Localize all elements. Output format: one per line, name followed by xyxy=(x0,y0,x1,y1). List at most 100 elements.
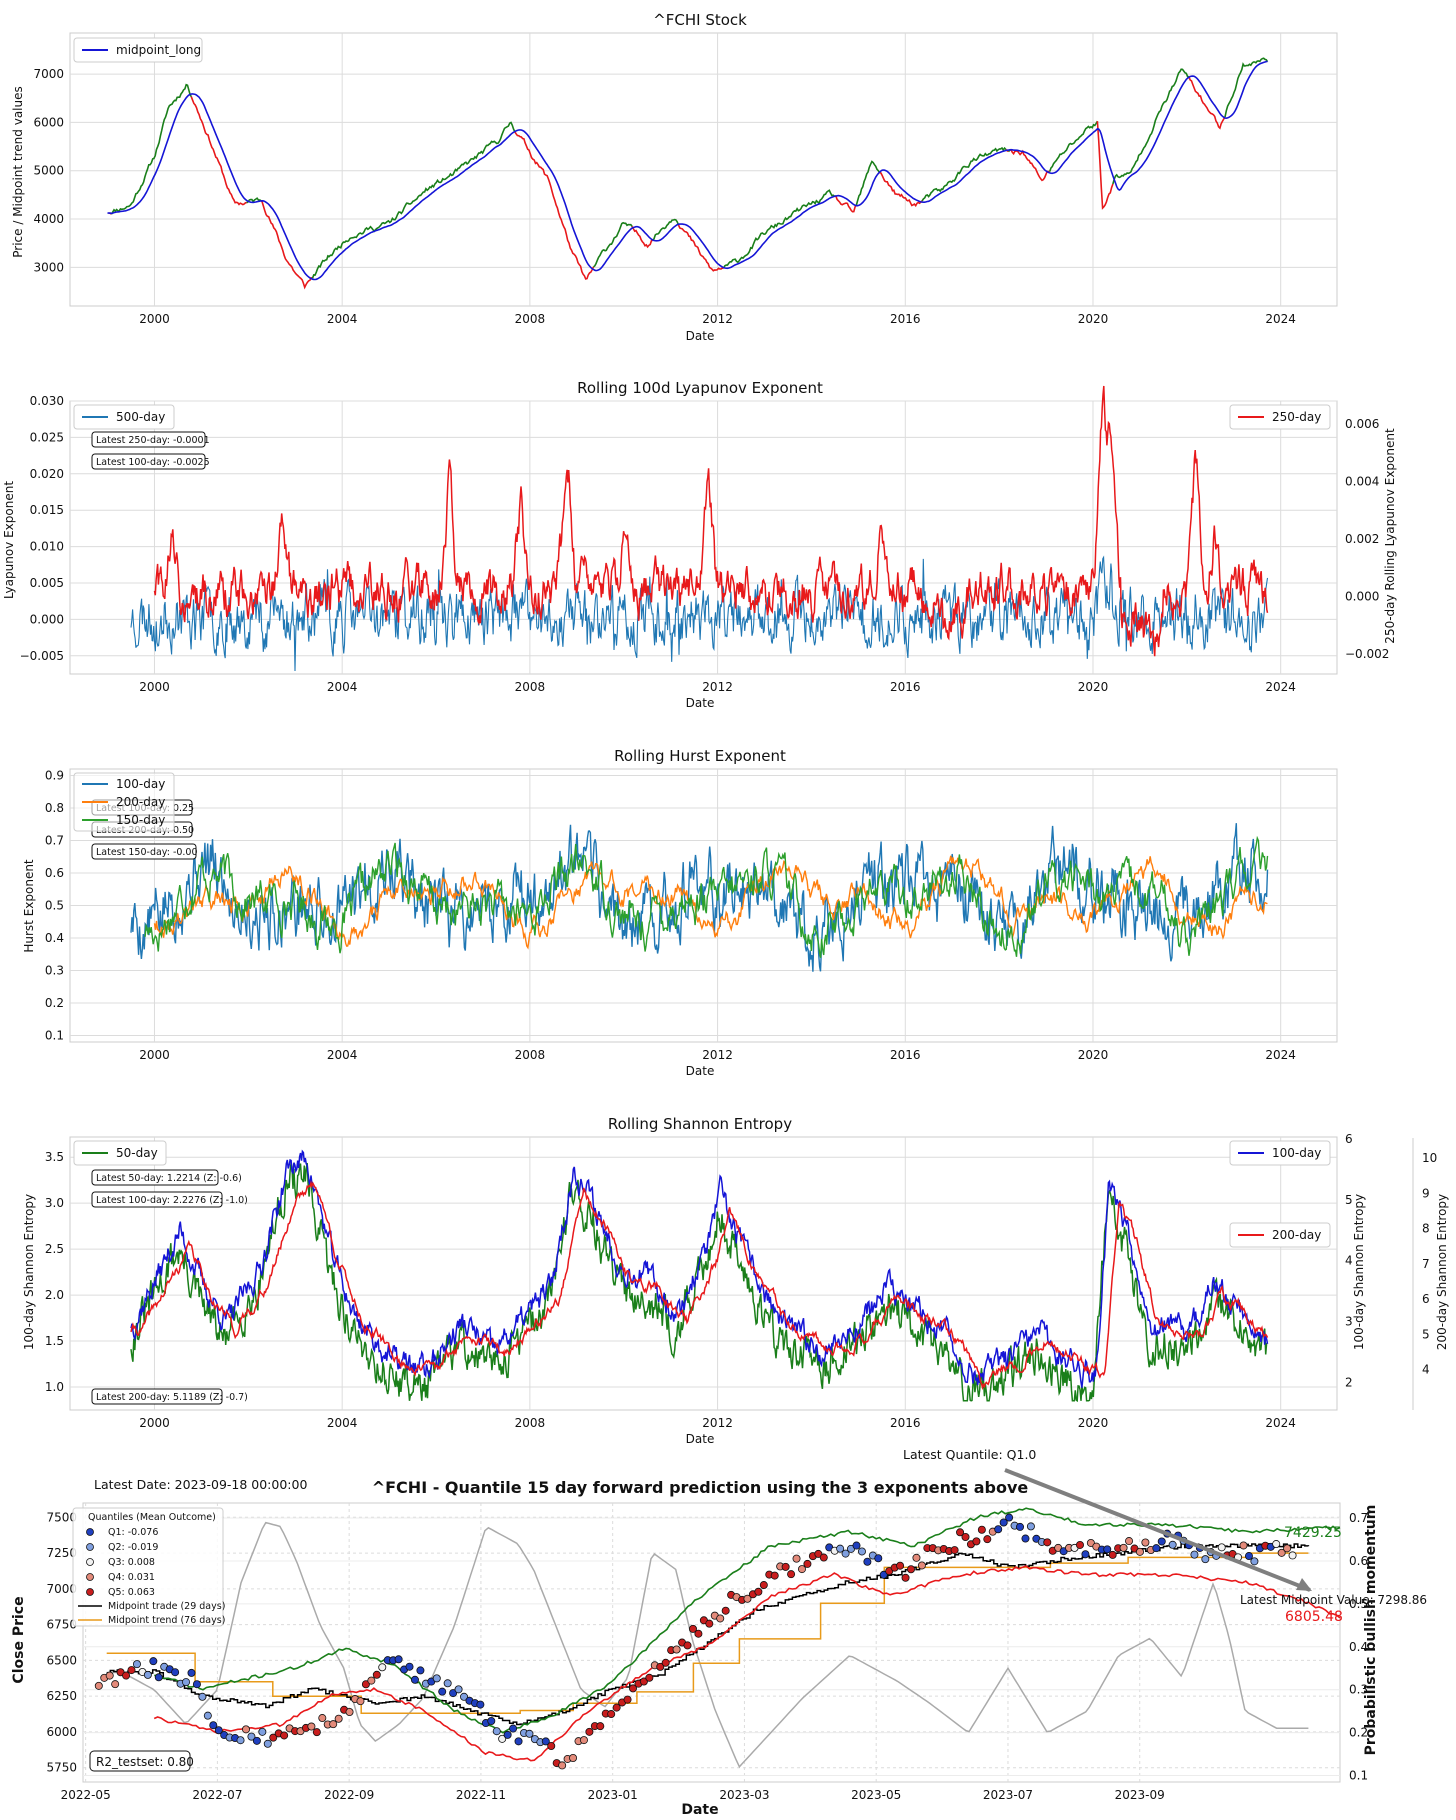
panel-entropy-legend-right-top: 100-day xyxy=(1229,1140,1331,1166)
panel-hurst-ytick-0.5: 0.5 xyxy=(45,899,64,913)
price-line-segment xyxy=(1048,120,1099,172)
price-line-segment xyxy=(593,221,633,268)
price-line-segment xyxy=(1224,57,1269,118)
panel-stock-axes-frame xyxy=(69,32,1338,307)
quantile-point xyxy=(367,1676,376,1685)
panel-stock-xtick-2008: 2008 xyxy=(515,312,546,326)
midpoint-long-line xyxy=(107,60,1268,281)
panel-stock-legend-box xyxy=(73,37,203,63)
quantile-point xyxy=(171,1668,180,1677)
panel-lyapunov-ylabel-right: 250-day Rolling Lyapunov Exponent xyxy=(1383,428,1397,644)
quantile-point xyxy=(629,1684,638,1693)
panel-entropy-ytick-3.5: 3.5 xyxy=(45,1150,64,1164)
price-line-segment xyxy=(722,189,836,269)
panel-lyapunov-yticks: −0.005 0.000 0.005 0.010 0.015 0.020 0.0… xyxy=(20,394,64,663)
panel-hurst-xtick-2004: 2004 xyxy=(327,1048,358,1062)
panel-entropy-ytick-right-2: 2 xyxy=(1345,1376,1353,1390)
panel-prediction-title: ^FCHI - Quantile 15 day forward predicti… xyxy=(372,1478,1029,1497)
quantile-point xyxy=(252,1736,261,1745)
quantile-point xyxy=(454,1685,463,1694)
panel-entropy-legend-100-label: 100-day xyxy=(1272,1146,1321,1160)
quantile-point xyxy=(334,1714,343,1723)
entropy-50-line xyxy=(130,1162,1268,1403)
panel-entropy-ytick-right2-9: 9 xyxy=(1422,1186,1430,1200)
panel-lyapunov-yticks-right: −0.002 0.000 0.002 0.004 0.006 xyxy=(1345,417,1389,661)
panel-lyapunov-xlabel: Date xyxy=(686,696,715,710)
quantile-point xyxy=(607,1710,616,1719)
panel-lyapunov-ytick-right-0.000: 0.000 xyxy=(1345,589,1379,603)
panel-hurst-xtick-2020: 2020 xyxy=(1078,1048,1109,1062)
quantile-point xyxy=(1250,1557,1259,1566)
quantile-point xyxy=(1201,1555,1210,1564)
quantile-point xyxy=(405,1662,414,1671)
panel-prediction-value-green: 7429.25 xyxy=(1284,1525,1342,1541)
panel-entropy-ytick-right2-4: 4 xyxy=(1422,1362,1430,1376)
quantile-point xyxy=(1190,1550,1199,1559)
panel-hurst-xticks: 2000 2004 2008 2012 2016 2020 2024 xyxy=(139,1048,1296,1062)
panel-prediction-legend-midtrend-label: Midpoint trend (76 days) xyxy=(108,1615,225,1626)
panel-prediction-xlabel: Date xyxy=(681,1802,718,1818)
quantile-point xyxy=(863,1557,872,1566)
panel-lyapunov-xtick-2016: 2016 xyxy=(890,680,921,694)
quantile-point xyxy=(1217,1543,1226,1552)
panel-hurst-ytick-0.3: 0.3 xyxy=(45,964,64,978)
panel-lyapunov-annot-100: Latest 100-day: -0.0025 xyxy=(96,457,210,468)
quantile-point xyxy=(972,1537,981,1546)
hurst-150-line xyxy=(144,835,1269,958)
panel-prediction-legend-title: Quantiles (Mean Outcome) xyxy=(88,1512,216,1523)
hurst-100-line xyxy=(130,823,1269,972)
quantile-point xyxy=(372,1670,381,1679)
quantile-point xyxy=(258,1727,267,1736)
panel-prediction-legend-q3-marker xyxy=(86,1558,94,1566)
price-line-segment xyxy=(1188,76,1226,130)
panel-prediction-r2-text: R2_testset: 0.80 xyxy=(96,1755,194,1769)
panel-entropy-xlabel: Date xyxy=(686,1432,715,1446)
quantile-point xyxy=(198,1692,207,1701)
quantile-point xyxy=(705,1619,714,1628)
panel-prediction-xtick-2022-09: 2022-09 xyxy=(324,1788,374,1802)
quantile-point xyxy=(280,1731,289,1740)
panel-prediction-ytick-right-0.6: 0.6 xyxy=(1349,1554,1368,1568)
panel-prediction-ylabel-right: Probabilistic bullish momentum xyxy=(1363,1505,1379,1756)
panel-prediction-legend-q5-label: Q5: 0.063 xyxy=(108,1587,155,1598)
panel-prediction-ytick-6500: 6500 xyxy=(46,1653,77,1667)
price-line-segment xyxy=(1112,68,1189,185)
quantile-point xyxy=(111,1680,120,1689)
panel-lyapunov-title: Rolling 100d Lyapunov Exponent xyxy=(577,379,823,397)
panel-hurst-xtick-2016: 2016 xyxy=(890,1048,921,1062)
panel-stock-xticks: 2000 2004 2008 2012 2016 2020 2024 xyxy=(139,312,1296,326)
panel-prediction-xtick-2022-07: 2022-07 xyxy=(192,1788,242,1802)
panel-stock-ytick-3000: 3000 xyxy=(33,260,64,274)
panel-entropy-ytick-right2-5: 5 xyxy=(1422,1327,1430,1341)
midpoint-trend-line xyxy=(106,1552,1309,1715)
lyapunov-500-line xyxy=(130,555,1269,672)
panel-hurst-legend-100-label: 100-day xyxy=(116,777,165,791)
panel-stock-ytick-7000: 7000 xyxy=(33,67,64,81)
quantile-point xyxy=(841,1549,850,1558)
quantile-point xyxy=(329,1720,338,1729)
panel-stock-ytick-6000: 6000 xyxy=(33,115,64,129)
panel-entropy-ytick-right-3: 3 xyxy=(1345,1315,1353,1329)
price-line-segment xyxy=(246,197,262,204)
panel-entropy-ytick-right-5: 5 xyxy=(1345,1193,1353,1207)
panel-prediction-yticks: 5750 6000 6250 6500 6750 7000 7250 7500 xyxy=(46,1510,77,1774)
panel-prediction-plot-area xyxy=(82,1502,1341,1783)
panel-entropy-legend-right-mid-box xyxy=(1229,1222,1331,1248)
panel-entropy-ytick-right-4: 4 xyxy=(1345,1254,1353,1268)
panel-lyapunov-legend-left: 500-day xyxy=(73,404,175,430)
quantile-point xyxy=(345,1708,354,1717)
bullish-momentum-line xyxy=(106,1521,1309,1769)
quantile-point xyxy=(956,1528,965,1537)
panel-stock-ylabel: Price / Midpoint trend values xyxy=(11,86,25,258)
quantile-point xyxy=(312,1728,321,1737)
quantile-point xyxy=(639,1677,648,1686)
quantile-point xyxy=(585,1727,594,1736)
panel-hurst-annot-150: Latest 150-day: -0.00 xyxy=(96,847,198,858)
quantile-point xyxy=(803,1559,812,1568)
panel-entropy-plot-area xyxy=(69,1136,1338,1411)
quantile-point xyxy=(94,1681,103,1690)
panel-hurst-yticks: 0.1 0.2 0.3 0.4 0.5 0.6 0.7 0.8 0.9 xyxy=(45,769,64,1043)
quantile-point xyxy=(192,1680,201,1689)
quantile-point xyxy=(498,1734,507,1743)
panel-entropy-annot-box-100 xyxy=(91,1191,223,1208)
